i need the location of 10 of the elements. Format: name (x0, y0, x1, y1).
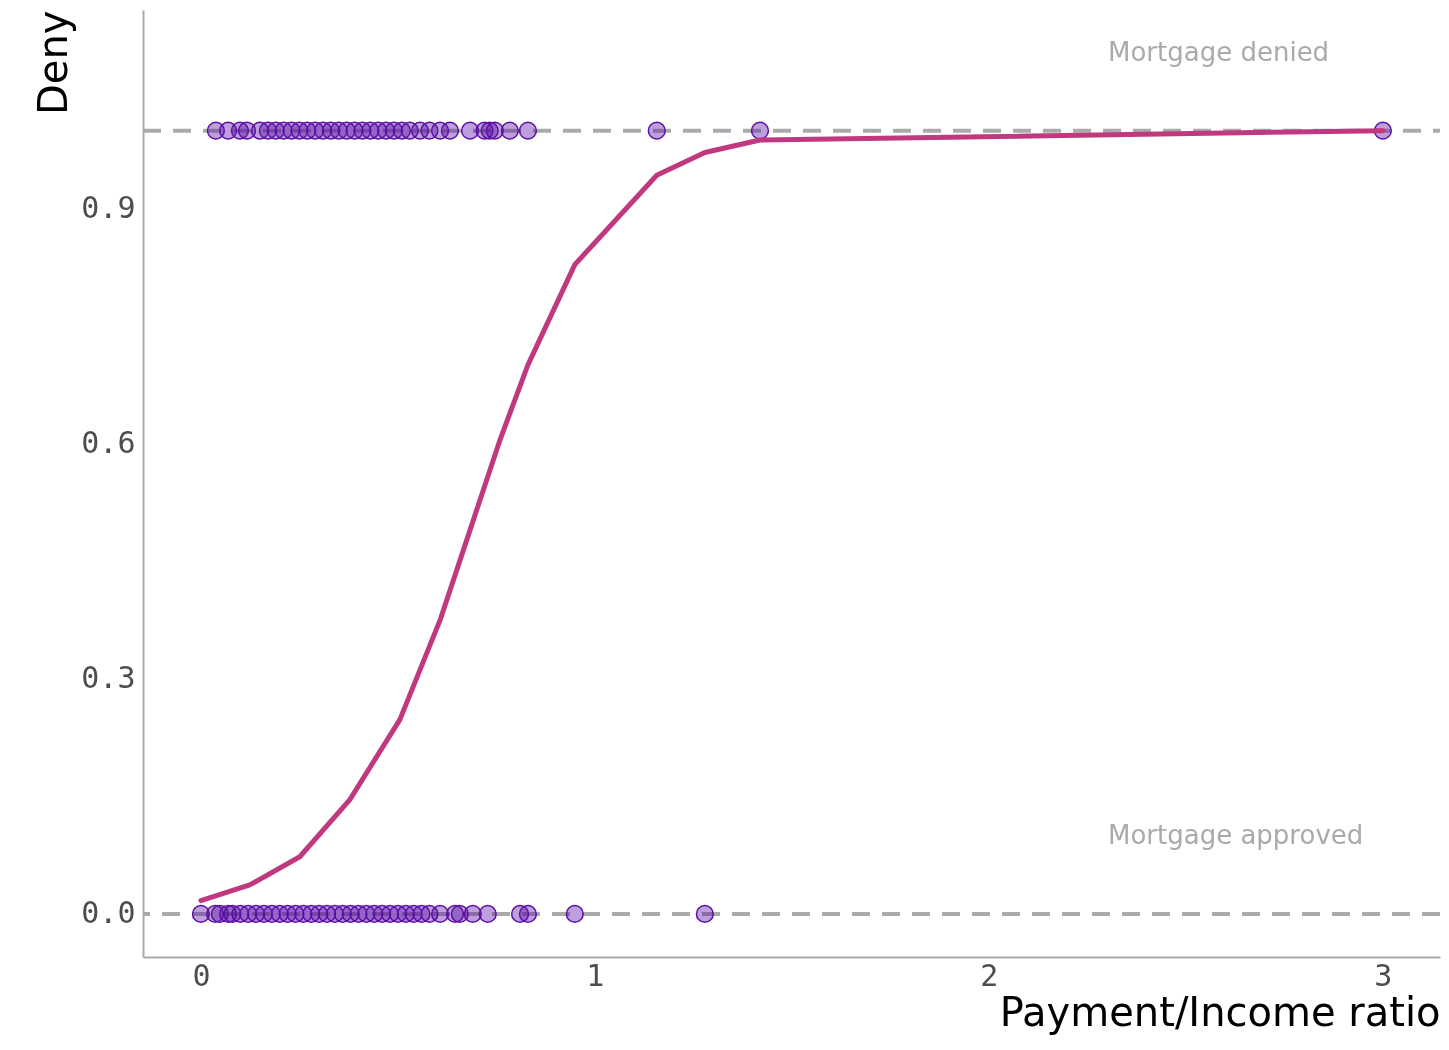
y-axis-title: Deny (30, 10, 77, 115)
x-tick-label: 0 (192, 957, 211, 993)
y-tick-label: 0.3 (81, 660, 136, 696)
x-tick-label: 2 (980, 957, 999, 993)
y-tick-label: 0.6 (81, 425, 136, 461)
x-tick-label: 1 (586, 957, 605, 993)
ref-line-label: Mortgage denied (1108, 36, 1330, 67)
y-tick-label: 0.0 (81, 895, 136, 931)
ref-line-label: Mortgage approved (1108, 819, 1364, 850)
y-tick-label: 0.9 (81, 190, 136, 226)
